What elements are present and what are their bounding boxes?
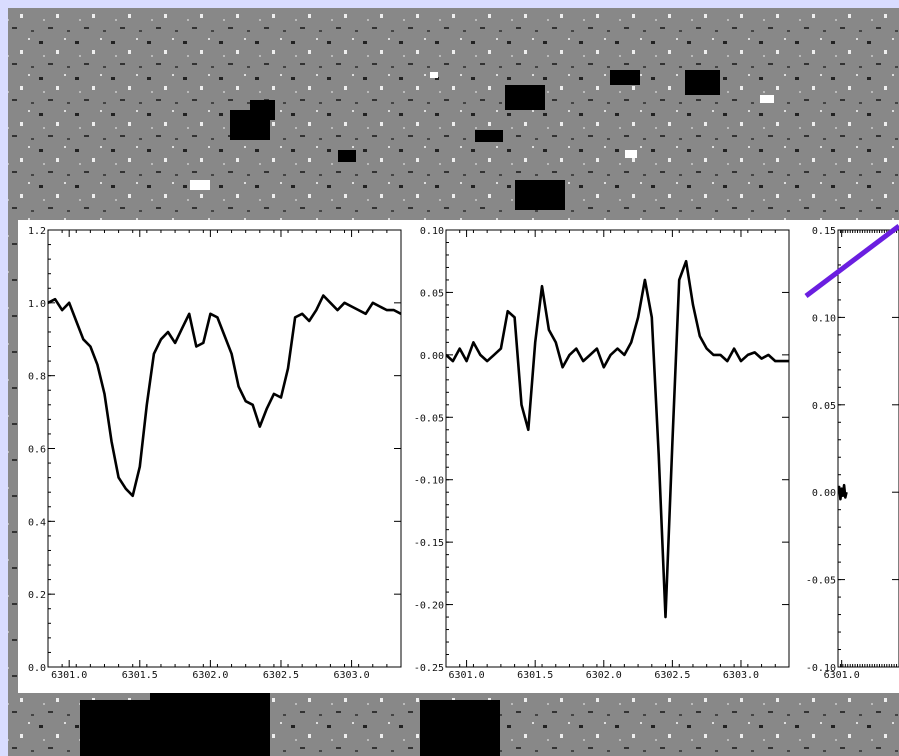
plots-panel <box>18 220 899 693</box>
y-tick-label: -0.25 <box>414 663 444 674</box>
y-tick-label: 0.8 <box>28 372 46 383</box>
y-tick-label: 1.0 <box>28 299 46 310</box>
x-tick-label: 6302.5 <box>263 670 299 681</box>
y-tick-label: 0.05 <box>812 401 836 412</box>
y-tick-label: -0.15 <box>414 538 444 549</box>
profile-line <box>48 294 401 498</box>
y-tick-label: -0.10 <box>414 476 444 487</box>
chart-stokes-profile-2: -0.25 -0.20 -0.15 -0.10 -0.05 0.00 0.05 0.10 630… <box>414 226 790 681</box>
accent-line <box>804 224 899 298</box>
y-tick-label: 1.2 <box>28 226 46 237</box>
y-tick-label: 0.2 <box>28 590 46 601</box>
y-tick-label: 0.10 <box>420 226 444 237</box>
x-tick-label: 6301.0 <box>824 670 860 681</box>
y-tick-label: -0.05 <box>806 576 836 587</box>
x-tick-label: 6301.5 <box>122 670 158 681</box>
x-tick-label: 6301.0 <box>449 670 485 681</box>
x-tick-label: 6302.0 <box>586 670 622 681</box>
x-tick-label: 6303.0 <box>723 670 759 681</box>
x-tick-label: 6301.0 <box>51 670 87 681</box>
y-tick-label: 0.15 <box>812 226 836 237</box>
y-tick-label: 0.10 <box>812 313 836 324</box>
plot-frame <box>445 229 790 668</box>
profile-line <box>446 259 789 619</box>
x-tick-label: 6302.5 <box>654 670 690 681</box>
x-tick-label: 6302.0 <box>192 670 228 681</box>
plot-frame <box>837 229 899 668</box>
y-tick-label: -0.20 <box>414 601 444 612</box>
y-tick-label: 0.4 <box>28 517 46 528</box>
x-tick-label: 6301.5 <box>517 670 553 681</box>
y-tick-label: 0.0 <box>28 663 46 674</box>
y-tick-label: 0.00 <box>812 488 836 499</box>
x-tick-label: 6303.0 <box>334 670 370 681</box>
chart-intensity: 0.0 0.2 0.4 0.6 0.8 1.0 1.2 6301.0 6301.5 6302.0 6… <box>28 226 402 681</box>
y-tick-label: -0.05 <box>414 413 444 424</box>
profile-line <box>838 483 848 501</box>
y-tick-label: 0.00 <box>420 351 444 362</box>
y-tick-label: -0.10 <box>806 663 836 674</box>
y-tick-label: 0.05 <box>420 288 444 299</box>
chart-stokes-profile-3: -0.10 -0.05 0.00 0.05 0.10 0.15 6301.0 <box>806 226 899 681</box>
y-tick-label: 0.6 <box>28 445 46 456</box>
